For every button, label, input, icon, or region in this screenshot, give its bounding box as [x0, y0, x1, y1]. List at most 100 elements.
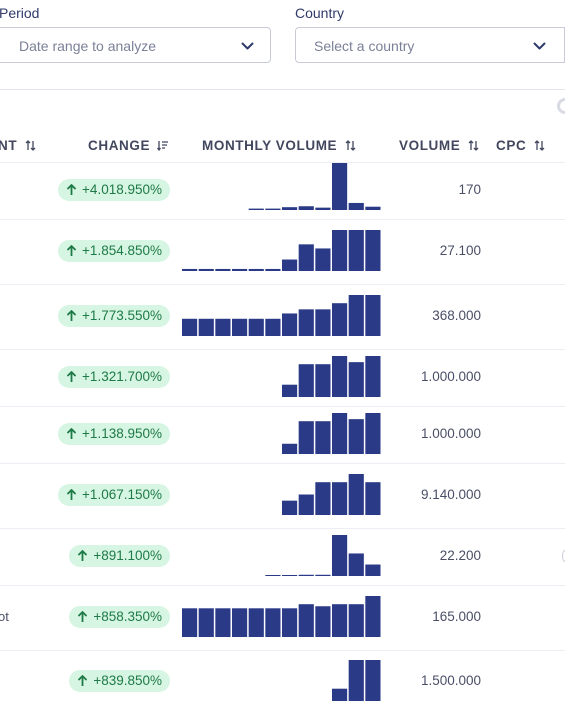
- change-value: +839.850%: [93, 673, 162, 688]
- sparkline-bar: [348, 362, 364, 397]
- sparkline-bar: [365, 660, 381, 701]
- sparkline-bar: [232, 608, 248, 637]
- sparkline-bar: [365, 413, 381, 454]
- sparkline-bar: [248, 318, 264, 336]
- row-divider: [0, 650, 565, 651]
- period-select[interactable]: Date range to analyze: [0, 27, 271, 63]
- sparkline-bar: [265, 208, 281, 210]
- sparkline-bar: [365, 356, 381, 397]
- sparkline-bar: [182, 318, 198, 336]
- sparkline-bar: [365, 230, 381, 271]
- sparkline-bar: [315, 248, 331, 271]
- arrow-up-icon: [67, 245, 76, 256]
- monthly-volume-sparkline: [182, 230, 381, 271]
- volume-cell: 165.000: [432, 609, 481, 624]
- column-header-volume[interactable]: VOLUME: [399, 138, 479, 153]
- chevron-down-icon: [533, 42, 546, 50]
- sparkline-bar: [348, 474, 364, 515]
- sort-descending-icon: [157, 141, 169, 152]
- sparkline-bar: [232, 318, 248, 336]
- sparkline-bar: [365, 596, 381, 637]
- sparkline-bar: [215, 268, 231, 271]
- sparkline-bar: [332, 303, 348, 336]
- sparkline-bar: [315, 606, 331, 637]
- sparkline-bar: [365, 564, 381, 576]
- volume-cell: 368.000: [432, 308, 481, 323]
- arrow-up-icon: [78, 675, 88, 686]
- period-placeholder: Date range to analyze: [19, 38, 156, 54]
- sparkline-bar: [215, 608, 231, 637]
- cpc-indicator-icon: [562, 550, 565, 562]
- change-badge: +1.067.150%: [58, 484, 170, 506]
- change-badge: +1.854.850%: [58, 240, 170, 262]
- volume-cell: 1.000.000: [420, 369, 481, 384]
- sparkline-bar: [282, 500, 298, 515]
- sparkline-bar: [182, 608, 198, 637]
- column-header-label: CHANGE: [88, 138, 151, 153]
- sparkline-bar: [348, 419, 364, 454]
- sparkline-bar: [365, 295, 381, 336]
- chevron-down-icon: [241, 42, 254, 50]
- sparkline-bar: [348, 202, 364, 210]
- column-header-cpc[interactable]: CPC: [496, 138, 545, 153]
- country-placeholder: Select a country: [314, 38, 415, 54]
- sort-icon: [345, 140, 355, 151]
- row-divider: [0, 406, 565, 407]
- column-header-change[interactable]: CHANGE: [88, 138, 169, 153]
- column-header-label: CPC: [496, 138, 527, 153]
- change-value: +891.100%: [93, 548, 162, 563]
- sort-icon: [534, 140, 545, 151]
- volume-cell: 22.200: [439, 548, 481, 563]
- sparkline-bar: [332, 604, 348, 637]
- monthly-volume-sparkline: [265, 535, 381, 576]
- sparkline-bar: [332, 413, 348, 454]
- column-header-count[interactable]: NT: [0, 138, 36, 153]
- sparkline-bar: [348, 604, 364, 637]
- column-header-label: NT: [0, 138, 18, 153]
- sparkline-bar: [348, 295, 364, 336]
- sparkline-bar: [298, 244, 314, 271]
- change-value: +1.067.150%: [82, 487, 162, 502]
- arrow-up-icon: [78, 550, 88, 561]
- sparkline-bar: [315, 309, 331, 336]
- sparkline-bar: [298, 574, 314, 576]
- arrow-up-icon: [67, 184, 76, 195]
- sparkline-bar: [332, 356, 348, 397]
- change-badge: +4.018.950%: [58, 179, 170, 201]
- sparkline-bar: [298, 494, 314, 515]
- sparkline-bar: [265, 318, 281, 336]
- monthly-volume-sparkline: [332, 660, 381, 701]
- sparkline-bar: [282, 384, 298, 397]
- sparkline-bar: [315, 364, 331, 397]
- sparkline-bar: [282, 259, 298, 271]
- arrow-up-icon: [67, 371, 76, 382]
- sparkline-bar: [332, 482, 348, 515]
- sparkline-bar: [298, 364, 314, 397]
- period-label: Period: [0, 5, 40, 21]
- volume-cell: 1.500.000: [420, 673, 481, 688]
- sparkline-bar: [298, 309, 314, 336]
- volume-cell: 170: [458, 182, 481, 197]
- arrow-up-icon: [67, 428, 76, 439]
- monthly-volume-sparkline: [282, 474, 381, 515]
- sparkline-bar: [182, 268, 198, 271]
- change-value: +1.854.850%: [82, 243, 162, 258]
- volume-cell: 1.000.000: [420, 426, 481, 441]
- column-header-monthly-volume[interactable]: MONTHLY VOLUME: [202, 138, 356, 153]
- row-divider: [0, 463, 565, 464]
- sparkline-bar: [265, 268, 281, 271]
- change-value: +858.350%: [93, 609, 162, 624]
- change-value: +1.138.950%: [82, 426, 162, 441]
- row-divider: [0, 349, 565, 350]
- change-value: +1.773.550%: [82, 308, 162, 323]
- change-badge: +1.773.550%: [58, 305, 170, 327]
- row-divider: [0, 585, 565, 586]
- country-select[interactable]: Select a country: [295, 27, 565, 63]
- sparkline-bar: [315, 574, 331, 576]
- change-value: +4.018.950%: [82, 182, 162, 197]
- sparkline-bar: [282, 443, 298, 454]
- arrow-up-icon: [78, 611, 88, 622]
- keyword-cell[interactable]: ot: [0, 609, 9, 624]
- section-divider: [0, 89, 565, 90]
- sparkline-bar: [265, 575, 281, 576]
